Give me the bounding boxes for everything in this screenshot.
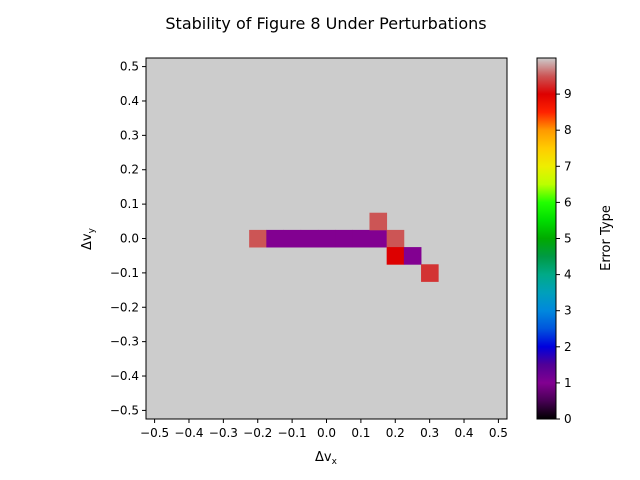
y-tick-label: 0.2 (120, 163, 139, 177)
x-tick-label: 0.2 (386, 426, 405, 440)
y-tick-label: 0.1 (120, 197, 139, 211)
y-tick-label: −0.3 (110, 335, 139, 349)
x-tick-label: 0.5 (489, 426, 508, 440)
colorbar-ticks: 0 1 2 3 4 5 6 7 8 9 (556, 87, 572, 426)
x-tick-label: 0.0 (317, 426, 336, 440)
x-tick-label: −0.2 (243, 426, 272, 440)
heatmap-cell (283, 229, 302, 248)
heatmap-cells (249, 212, 439, 282)
colorbar-label: Error Type (599, 205, 614, 271)
y-tick-label: −0.1 (110, 266, 139, 280)
y-tick-label: 0.4 (120, 94, 139, 108)
y-tick-label: −0.2 (110, 300, 139, 314)
heatmap-cell (386, 247, 405, 265)
heatmap-cell (369, 229, 388, 248)
heatmap-cell (421, 264, 439, 282)
y-tick-label: 0.3 (120, 128, 139, 142)
x-axis-label-subscript: x (332, 457, 338, 467)
colorbar-tick-label: 1 (564, 376, 572, 390)
x-tick-label: −0.5 (140, 426, 169, 440)
chart-title: Stability of Figure 8 Under Perturbation… (165, 14, 486, 33)
y-axis-label-subscript: y (87, 227, 97, 233)
x-axis-label: Δvx (315, 450, 338, 467)
colorbar-tick-label: 2 (564, 340, 572, 354)
heatmap-cell (266, 229, 284, 248)
heatmap-cell (386, 229, 405, 248)
y-tick-label: −0.4 (110, 369, 139, 383)
y-tick-label: −0.5 (110, 403, 139, 417)
x-tick-label: −0.4 (174, 426, 203, 440)
colorbar-tick-label: 5 (564, 232, 572, 246)
x-axis-ticks: −0.5 −0.4 −0.3 −0.2 −0.1 0.0 0.1 0.2 0.3 0.4 0.5 (140, 419, 508, 440)
colorbar-tick-label: 7 (564, 159, 572, 173)
x-axis-label-main: Δv (315, 450, 332, 465)
x-tick-label: −0.1 (278, 426, 307, 440)
y-tick-label: 0.0 (120, 232, 139, 246)
x-tick-label: 0.3 (420, 426, 439, 440)
y-axis-ticks: −0.5 −0.4 −0.3 −0.2 −0.1 0.0 0.1 0.2 0.3 0.4 0.5 (110, 60, 146, 417)
x-tick-label: −0.3 (209, 426, 238, 440)
colorbar-tick-label: 3 (564, 304, 572, 318)
heatmap-cell (249, 229, 267, 248)
colorbar-tick-label: 8 (564, 123, 572, 137)
y-axis-label-main: Δv (80, 233, 95, 250)
x-tick-label: 0.1 (351, 426, 370, 440)
heatmap-cell (369, 212, 388, 231)
y-axis-label: Δvy (80, 227, 97, 250)
colorbar-tick-label: 4 (564, 268, 572, 282)
heatmap-cell (352, 229, 370, 248)
y-tick-label: 0.5 (120, 60, 139, 74)
colorbar-tick-label: 0 (564, 412, 572, 426)
x-tick-label: 0.4 (454, 426, 473, 440)
heatmap-cell (317, 229, 336, 248)
heatmap-cell (300, 229, 319, 248)
colorbar-tick-label: 9 (564, 87, 572, 101)
colorbar-tick-label: 6 (564, 195, 572, 209)
colorbar (536, 57, 557, 420)
heatmap-cell (335, 229, 353, 248)
heatmap-cell (403, 247, 422, 265)
